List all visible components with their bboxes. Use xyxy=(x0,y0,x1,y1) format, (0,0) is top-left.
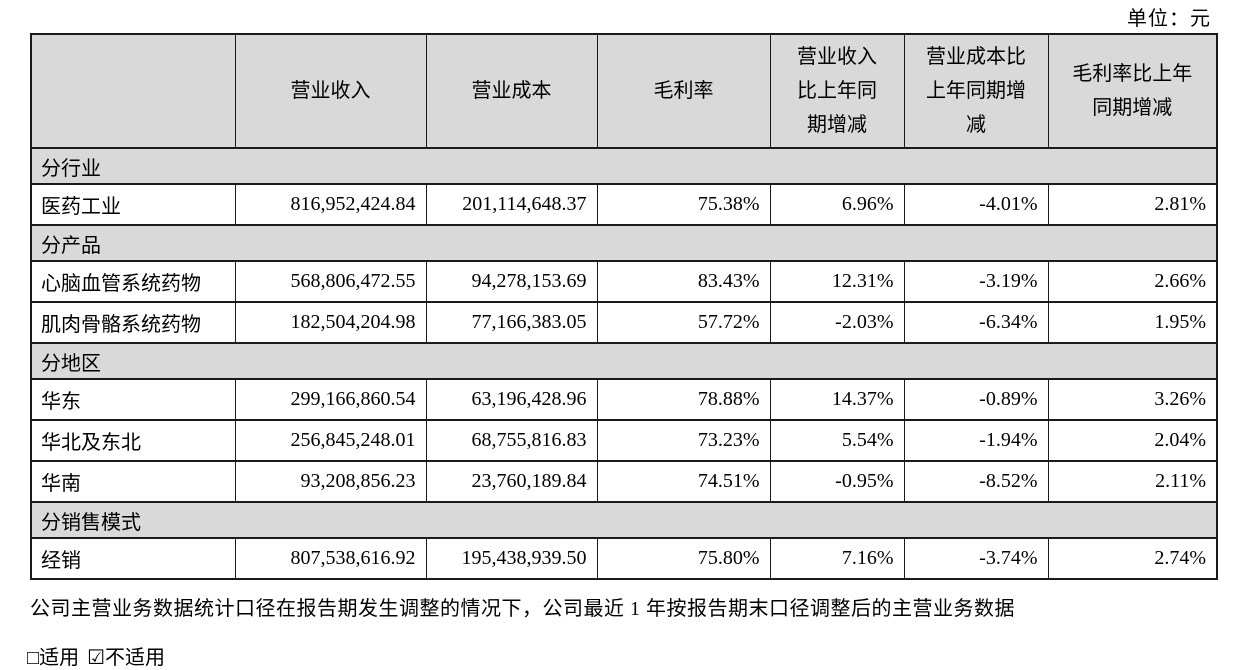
margin-yoy-cell: 2.81% xyxy=(1047,183,1218,226)
revenue-yoy-cell: -0.95% xyxy=(769,460,905,503)
row-label: 华北及东北 xyxy=(30,419,236,462)
cost-yoy-cell: -3.19% xyxy=(903,260,1049,303)
cost-cell: 23,760,189.84 xyxy=(425,460,598,503)
cost-yoy-cell: -6.34% xyxy=(903,301,1049,344)
cost-yoy-cell: -3.74% xyxy=(903,537,1049,580)
data-row: 医药工业 816,952,424.84 201,114,648.37 75.38% 6.… xyxy=(30,183,1218,226)
margin-yoy-cell: 2.74% xyxy=(1047,537,1218,580)
column-header-3: 毛利率 xyxy=(596,33,771,149)
gross-margin-cell: 78.88% xyxy=(596,378,771,421)
cost-cell: 195,438,939.50 xyxy=(425,537,598,580)
revenue-yoy-cell: 7.16% xyxy=(769,537,905,580)
column-header-2: 营业成本 xyxy=(425,33,598,149)
revenue-cell: 93,208,856.23 xyxy=(234,460,427,503)
section-row: 分销售模式 xyxy=(30,501,1218,539)
revenue-yoy-cell: 5.54% xyxy=(769,419,905,462)
margin-yoy-cell: 3.26% xyxy=(1047,378,1218,421)
applicable-checkbox-unchecked: □适用 xyxy=(27,647,80,669)
cost-yoy-cell: -1.94% xyxy=(903,419,1049,462)
revenue-cell: 807,538,616.92 xyxy=(234,537,427,580)
unit-label: 单位：元 xyxy=(1127,8,1211,30)
section-title: 分地区 xyxy=(30,342,1218,380)
cost-cell: 77,166,383.05 xyxy=(425,301,598,344)
column-header-5: 营业成本比 上年同期增 减 xyxy=(903,33,1049,149)
cost-cell: 63,196,428.96 xyxy=(425,378,598,421)
column-header-1: 营业收入 xyxy=(234,33,427,149)
applicability-row: □适用 ☑不适用 xyxy=(27,641,165,670)
gross-margin-cell: 74.51% xyxy=(596,460,771,503)
margin-yoy-cell: 2.66% xyxy=(1047,260,1218,303)
cost-cell: 68,755,816.83 xyxy=(425,419,598,462)
revenue-yoy-cell: 14.37% xyxy=(769,378,905,421)
column-header-4: 营业收入 比上年同 期增减 xyxy=(769,33,905,149)
revenue-yoy-cell: 12.31% xyxy=(769,260,905,303)
data-row: 心脑血管系统药物 568,806,472.55 94,278,153.69 83.43… xyxy=(30,260,1218,303)
data-row: 华东 299,166,860.54 63,196,428.96 78.88% 14.37… xyxy=(30,378,1218,421)
gross-margin-cell: 75.38% xyxy=(596,183,771,226)
data-row: 华北及东北 256,845,248.01 68,755,816.83 73.23% 5.… xyxy=(30,419,1218,462)
cost-yoy-cell: -0.89% xyxy=(903,378,1049,421)
revenue-yoy-cell: 6.96% xyxy=(769,183,905,226)
cost-cell: 94,278,153.69 xyxy=(425,260,598,303)
margin-yoy-cell: 2.04% xyxy=(1047,419,1218,462)
section-row: 分行业 xyxy=(30,147,1218,185)
footnote-text: 公司主营业务数据统计口径在报告期发生调整的情况下，公司最近 1 年按报告期末口径… xyxy=(30,598,1015,620)
section-title: 分销售模式 xyxy=(30,501,1218,539)
margin-yoy-cell: 2.11% xyxy=(1047,460,1218,503)
section-row: 分产品 xyxy=(30,224,1218,262)
table-header: 营业收入 营业成本 毛利率 营业收入 比上年同 期增减 营业成本比 上年同期增 减毛利率… xyxy=(30,33,1218,149)
row-label: 华东 xyxy=(30,378,236,421)
margin-yoy-cell: 1.95% xyxy=(1047,301,1218,344)
cost-cell: 201,114,648.37 xyxy=(425,183,598,226)
revenue-yoy-cell: -2.03% xyxy=(769,301,905,344)
row-label: 医药工业 xyxy=(30,183,236,226)
table-body: 分行业 医药工业 816,952,424.84 201,114,648.37 75.38… xyxy=(30,147,1218,580)
gross-margin-cell: 75.80% xyxy=(596,537,771,580)
header-row: 营业收入 营业成本 毛利率 营业收入 比上年同 期增减 营业成本比 上年同期增 减毛利率… xyxy=(30,33,1218,149)
data-row: 经销 807,538,616.92 195,438,939.50 75.80% 7.16… xyxy=(30,537,1218,580)
section-row: 分地区 xyxy=(30,342,1218,380)
cost-yoy-cell: -4.01% xyxy=(903,183,1049,226)
gross-margin-cell: 57.72% xyxy=(596,301,771,344)
not-applicable-checkbox-checked: ☑不适用 xyxy=(87,647,166,669)
cost-yoy-cell: -8.52% xyxy=(903,460,1049,503)
column-header-6: 毛利率比上年 同期增减 xyxy=(1047,33,1218,149)
section-title: 分行业 xyxy=(30,147,1218,185)
section-title: 分产品 xyxy=(30,224,1218,262)
revenue-cell: 816,952,424.84 xyxy=(234,183,427,226)
row-label: 心脑血管系统药物 xyxy=(30,260,236,303)
row-label: 肌肉骨骼系统药物 xyxy=(30,301,236,344)
revenue-cell: 299,166,860.54 xyxy=(234,378,427,421)
row-label: 华南 xyxy=(30,460,236,503)
corner-header-cell xyxy=(30,33,236,149)
data-row: 肌肉骨骼系统药物 182,504,204.98 77,166,383.05 57.72… xyxy=(30,301,1218,344)
row-label: 经销 xyxy=(30,537,236,580)
gross-margin-cell: 73.23% xyxy=(596,419,771,462)
revenue-cell: 182,504,204.98 xyxy=(234,301,427,344)
gross-margin-cell: 83.43% xyxy=(596,260,771,303)
business-data-table: 营业收入 营业成本 毛利率 营业收入 比上年同 期增减 营业成本比 上年同期增 减毛利率… xyxy=(30,33,1218,580)
revenue-cell: 568,806,472.55 xyxy=(234,260,427,303)
revenue-cell: 256,845,248.01 xyxy=(234,419,427,462)
data-row: 华南 93,208,856.23 23,760,189.84 74.51% -0.95%… xyxy=(30,460,1218,503)
